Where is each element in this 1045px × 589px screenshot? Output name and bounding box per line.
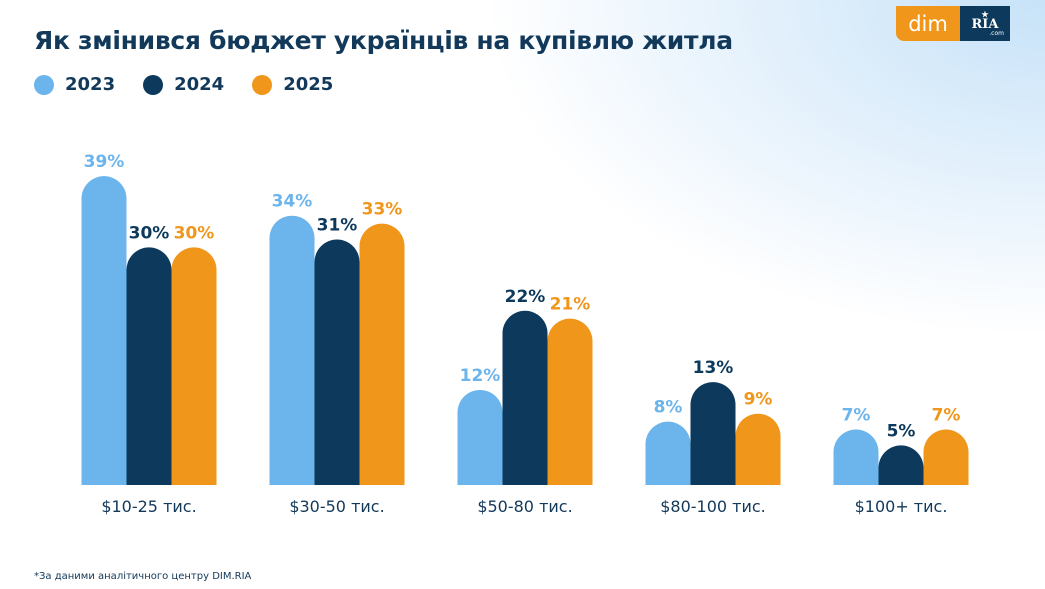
data-label: 7% xyxy=(842,406,871,426)
data-label: 12% xyxy=(460,366,501,386)
bar-2024-2 xyxy=(502,310,548,485)
bar-2023-3 xyxy=(645,421,691,485)
bar-2025-2 xyxy=(547,318,593,485)
x-tick-label: $50-80 тис. xyxy=(477,497,572,516)
data-label: 30% xyxy=(174,223,215,243)
legend-label: 2025 xyxy=(283,74,334,95)
legend-label: 2023 xyxy=(65,74,116,95)
legend-swatch xyxy=(252,74,273,95)
data-label: 33% xyxy=(362,200,403,220)
legend-label: 2024 xyxy=(174,74,225,95)
logo-ria-sub: .com xyxy=(989,30,1004,37)
x-tick-label: $100+ тис. xyxy=(855,497,948,516)
dim-ria-logo: dim ★ RIA .com xyxy=(896,6,1010,41)
bar-2023-4 xyxy=(833,429,879,485)
x-tick-label: $30-50 тис. xyxy=(289,497,384,516)
x-tick-label: $10-25 тис. xyxy=(101,497,196,516)
logo-ria-text: RIA xyxy=(971,17,999,32)
data-label: 21% xyxy=(550,295,591,315)
bar-2024-0 xyxy=(126,247,172,485)
legend-swatch xyxy=(34,74,54,95)
logo-dim: dim xyxy=(896,6,960,41)
legend-item-2023: 2023 xyxy=(34,74,115,95)
data-label: 31% xyxy=(317,215,358,235)
data-label: 13% xyxy=(693,358,734,378)
legend: 2023 2024 2025 xyxy=(34,74,333,95)
data-label: 22% xyxy=(505,287,546,307)
bar-2024-1 xyxy=(314,239,360,485)
data-label: 7% xyxy=(932,406,961,426)
bar-2024-3 xyxy=(690,382,736,485)
data-label: 5% xyxy=(887,421,916,441)
x-tick-label: $80-100 тис. xyxy=(660,497,766,516)
star-icon: ★ xyxy=(981,9,989,19)
bar-2023-1 xyxy=(269,215,315,485)
bar-2025-0 xyxy=(171,247,217,485)
chart-title: Як змінився бюджет українців на купівлю … xyxy=(34,26,733,55)
legend-item-2025: 2025 xyxy=(252,74,333,95)
legend-swatch xyxy=(143,74,164,95)
bar-2025-1 xyxy=(359,223,405,485)
legend-item-2024: 2024 xyxy=(143,74,224,95)
data-label: 30% xyxy=(129,223,170,243)
bar-2023-2 xyxy=(457,389,503,485)
bar-2025-3 xyxy=(735,413,781,485)
bar-2024-4 xyxy=(878,445,924,485)
logo-ria: ★ RIA .com xyxy=(960,6,1010,41)
data-label: 39% xyxy=(84,152,125,172)
bar-2023-0 xyxy=(81,176,127,485)
data-label: 8% xyxy=(654,398,683,418)
data-label: 34% xyxy=(272,192,313,212)
footnote: *За даними аналітичного центру DIM.RIA xyxy=(34,571,252,582)
bar-2025-4 xyxy=(923,429,969,485)
data-label: 9% xyxy=(744,390,773,410)
